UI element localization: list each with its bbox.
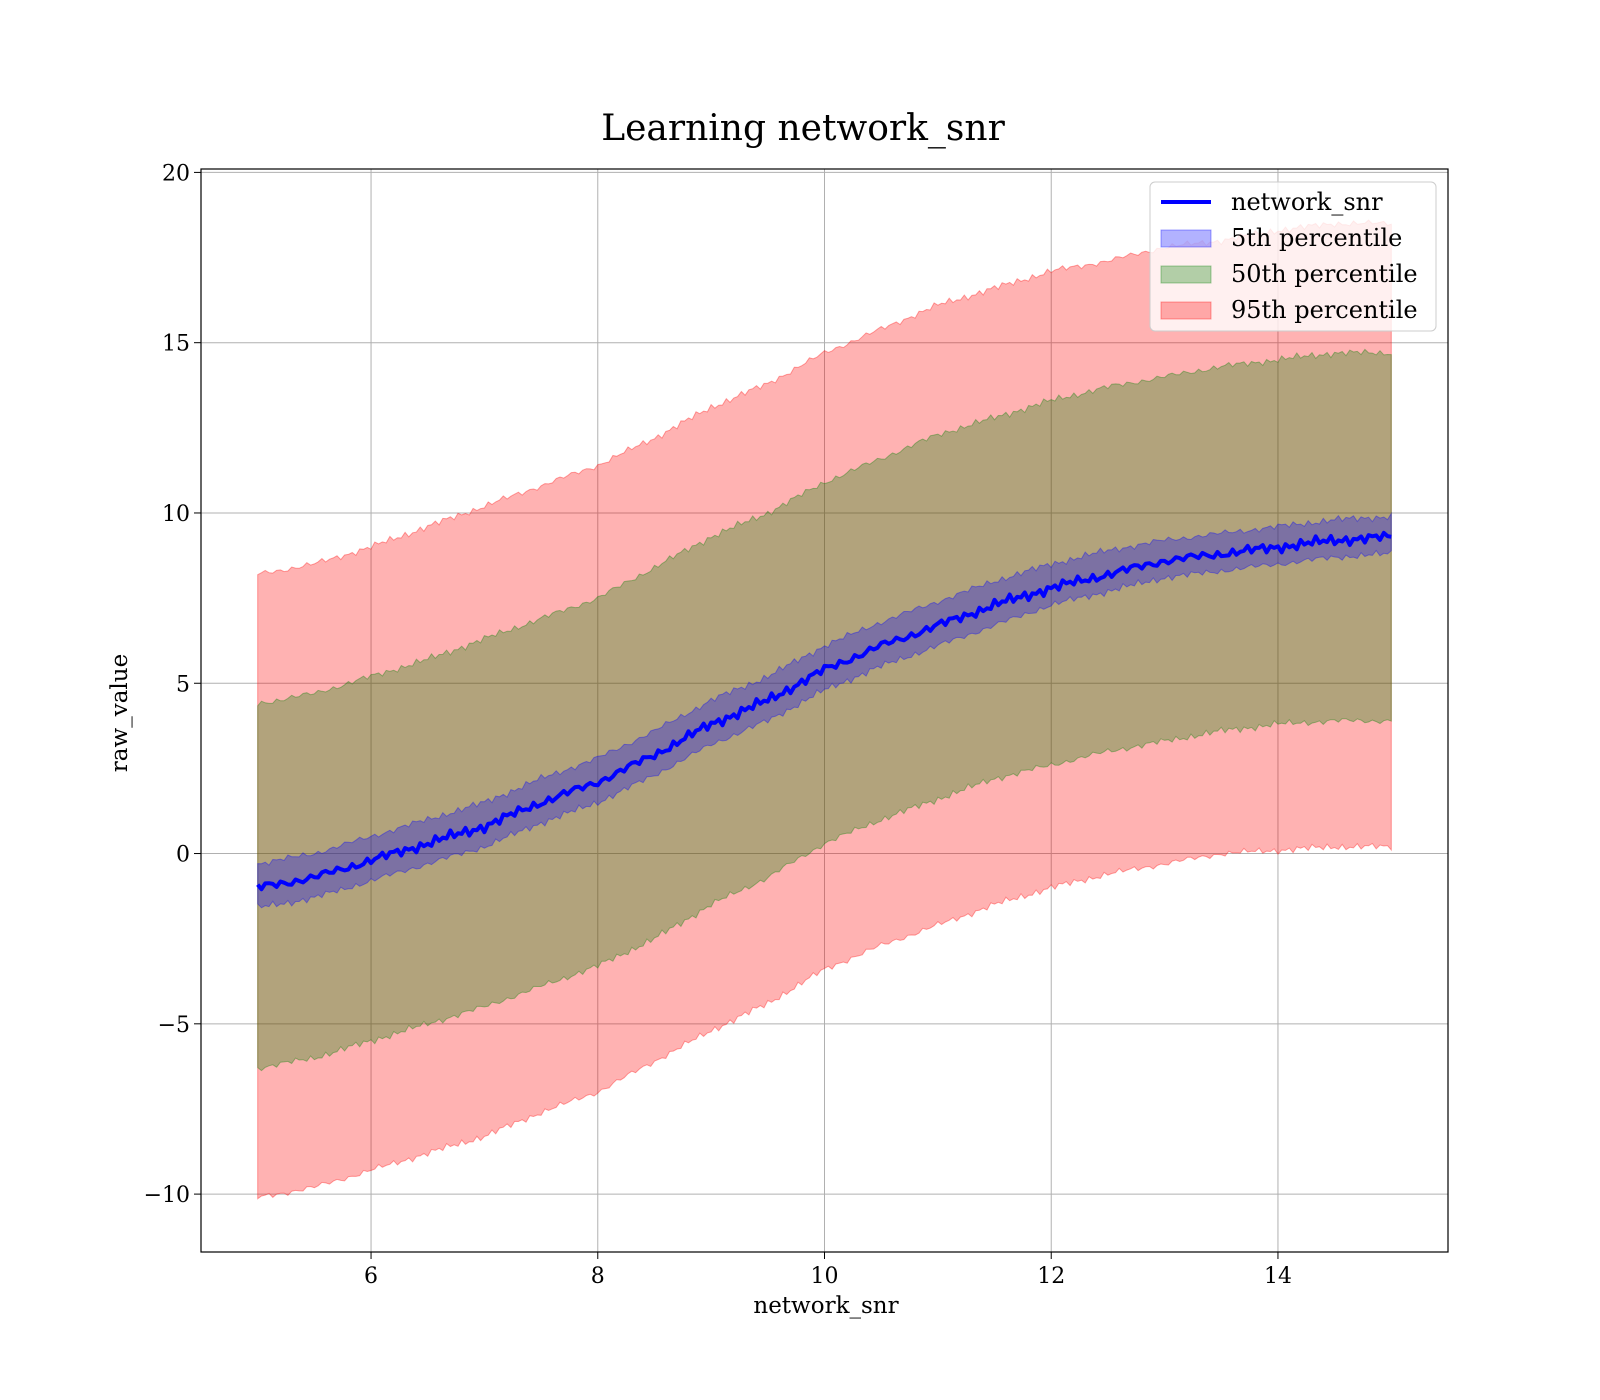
- legend-label: 5th percentile: [1231, 224, 1402, 252]
- y-tick-label: −10: [144, 1183, 190, 1208]
- y-tick-label: 20: [162, 161, 190, 186]
- series-line-network_snr: [256, 530, 1392, 892]
- x-tick-label: 14: [1264, 1264, 1292, 1289]
- plot-area: 6 8 10 12 14 −10 −5 0 5 10 15 20: [144, 161, 1449, 1289]
- y-tick-label: 10: [162, 502, 190, 527]
- band-95th-percentile: [257, 219, 1392, 1200]
- x-tick-label: 8: [591, 1264, 605, 1289]
- legend-swatch-patch: [1160, 265, 1212, 284]
- x-tick-label: 6: [364, 1264, 378, 1289]
- x-axis-label: network_snr: [753, 1293, 898, 1319]
- y-tick-label: 0: [176, 843, 190, 868]
- y-tick-label: 5: [176, 672, 190, 697]
- x-tick-label: 10: [811, 1264, 839, 1289]
- legend-box: [1149, 181, 1437, 332]
- band-5th-percentile: [257, 511, 1392, 909]
- legend-swatch-patch: [1160, 229, 1212, 248]
- x-tick-label: 12: [1037, 1264, 1065, 1289]
- y-axis-label: raw_value: [107, 654, 133, 772]
- legend-label: 50th percentile: [1231, 260, 1418, 288]
- legend: network_snr 5th percentile 50th percentile…: [1149, 181, 1437, 332]
- y-tick-label: 15: [162, 332, 190, 357]
- legend-label: network_snr: [1231, 188, 1383, 216]
- band-50th-percentile: [257, 348, 1392, 1072]
- legend-swatch-patch: [1160, 301, 1212, 320]
- chart-title: Learning network_snr: [601, 108, 1005, 149]
- y-tick-label: −5: [158, 1013, 190, 1038]
- legend-label: 95th percentile: [1231, 296, 1418, 324]
